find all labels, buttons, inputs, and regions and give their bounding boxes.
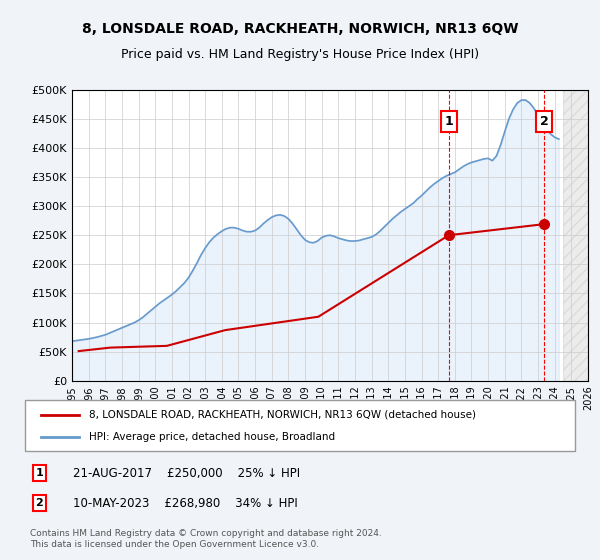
Text: 10-MAY-2023    £268,980    34% ↓ HPI: 10-MAY-2023 £268,980 34% ↓ HPI xyxy=(73,497,298,510)
FancyBboxPatch shape xyxy=(25,400,575,451)
Text: 8, LONSDALE ROAD, RACKHEATH, NORWICH, NR13 6QW: 8, LONSDALE ROAD, RACKHEATH, NORWICH, NR… xyxy=(82,22,518,36)
Text: 2: 2 xyxy=(35,498,43,508)
Text: Price paid vs. HM Land Registry's House Price Index (HPI): Price paid vs. HM Land Registry's House … xyxy=(121,48,479,60)
Text: 1: 1 xyxy=(445,115,453,128)
Bar xyxy=(563,90,588,381)
Text: HPI: Average price, detached house, Broadland: HPI: Average price, detached house, Broa… xyxy=(89,432,335,442)
Text: 8, LONSDALE ROAD, RACKHEATH, NORWICH, NR13 6QW (detached house): 8, LONSDALE ROAD, RACKHEATH, NORWICH, NR… xyxy=(89,409,476,419)
Text: 1: 1 xyxy=(35,468,43,478)
Text: Contains HM Land Registry data © Crown copyright and database right 2024.
This d: Contains HM Land Registry data © Crown c… xyxy=(30,529,382,549)
Text: 21-AUG-2017    £250,000    25% ↓ HPI: 21-AUG-2017 £250,000 25% ↓ HPI xyxy=(73,466,301,479)
Text: 2: 2 xyxy=(539,115,548,128)
